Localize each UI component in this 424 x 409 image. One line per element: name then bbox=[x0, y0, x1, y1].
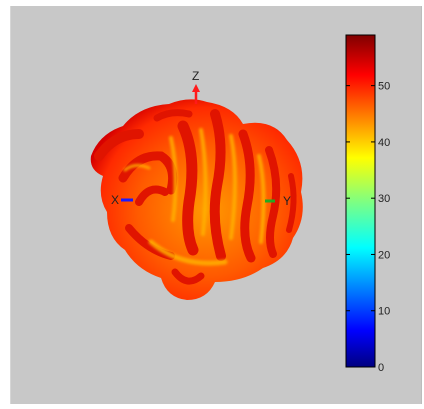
y-axis-label: Y bbox=[283, 194, 291, 208]
colorbar-ticks: 0 10 20 30 40 50 bbox=[346, 81, 390, 374]
colorbar-tick-label: 40 bbox=[378, 137, 390, 149]
radiation-pattern-surface bbox=[90, 99, 303, 300]
z-axis-arrowhead bbox=[192, 84, 200, 92]
z-axis-label: Z bbox=[192, 69, 199, 83]
axis-triad: X Y Z bbox=[111, 69, 291, 208]
plot-canvas: X Y Z 0 10 20 30 40 50 bbox=[90, 34, 390, 374]
colorbar-gradient bbox=[345, 34, 376, 368]
colorbar: 0 10 20 30 40 50 bbox=[345, 34, 390, 374]
surface-valleys bbox=[123, 128, 266, 266]
colorbar-tick-label: 50 bbox=[378, 81, 390, 93]
x-axis-label: X bbox=[111, 193, 119, 207]
colorbar-tick-label: 10 bbox=[378, 306, 390, 318]
colorbar-tick-label: 20 bbox=[378, 249, 390, 261]
colorbar-tick-label: 30 bbox=[378, 193, 390, 205]
surface-ridges bbox=[94, 109, 297, 285]
colorbar-tick-label: 0 bbox=[378, 362, 384, 374]
figure-background: X Y Z 0 10 20 30 40 50 bbox=[10, 6, 422, 404]
